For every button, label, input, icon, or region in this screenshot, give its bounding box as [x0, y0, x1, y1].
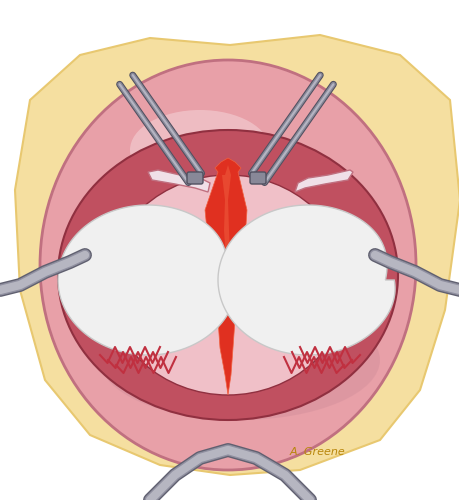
Polygon shape: [205, 158, 246, 395]
Polygon shape: [15, 35, 459, 475]
Polygon shape: [218, 205, 394, 355]
Ellipse shape: [108, 175, 347, 395]
Polygon shape: [58, 205, 235, 355]
FancyBboxPatch shape: [187, 172, 202, 184]
Text: A. Greene: A. Greene: [289, 447, 345, 457]
FancyBboxPatch shape: [249, 172, 265, 184]
Polygon shape: [148, 170, 210, 192]
Ellipse shape: [100, 300, 379, 420]
Ellipse shape: [130, 110, 269, 190]
Polygon shape: [294, 170, 352, 192]
Ellipse shape: [40, 60, 415, 470]
Ellipse shape: [58, 130, 397, 420]
Polygon shape: [222, 165, 230, 290]
